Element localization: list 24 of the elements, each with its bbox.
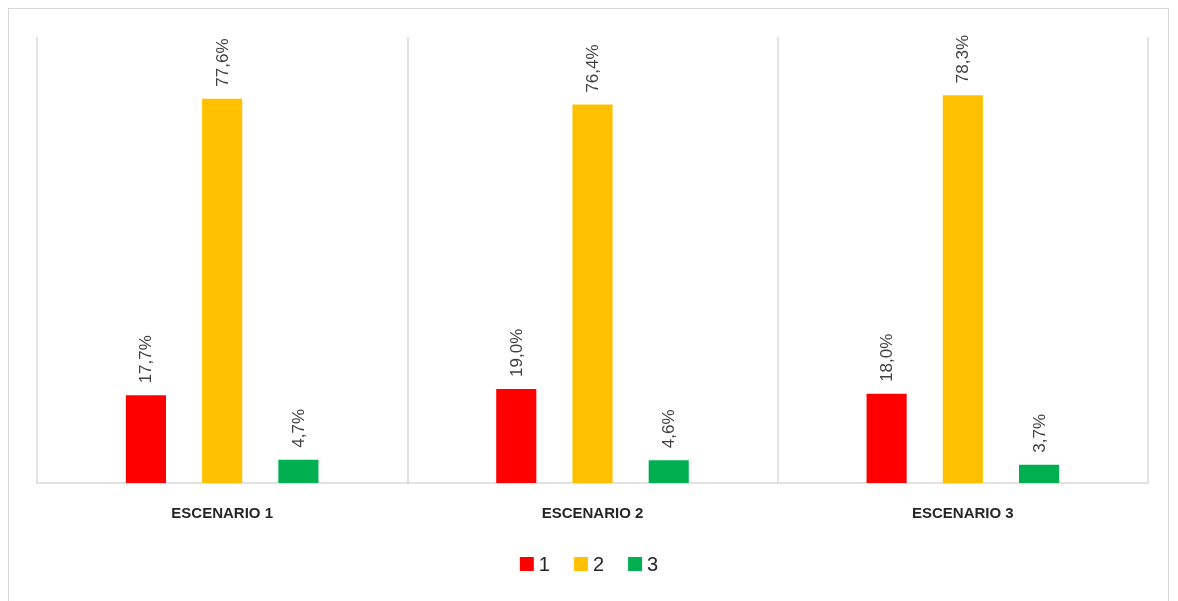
bar xyxy=(866,393,907,483)
bar xyxy=(278,459,319,483)
data-label: 4,7% xyxy=(288,408,308,448)
bar xyxy=(1019,464,1060,483)
bar xyxy=(942,95,983,483)
data-label: 78,3% xyxy=(953,34,973,84)
data-label: 19,0% xyxy=(506,328,526,377)
bar xyxy=(202,98,243,483)
legend-label: 1 xyxy=(538,553,550,575)
bar xyxy=(648,460,689,483)
x-tick-label: ESCENARIO 2 xyxy=(541,504,644,521)
bar xyxy=(572,104,613,483)
x-tick-label: ESCENARIO 3 xyxy=(911,504,1014,521)
legend-label: 3 xyxy=(647,553,659,575)
bar xyxy=(496,388,537,483)
legend-label: 2 xyxy=(592,553,605,575)
data-label: 18,0% xyxy=(877,333,897,382)
data-label: 77,6% xyxy=(212,38,232,87)
data-label: 3,7% xyxy=(1029,413,1049,453)
data-label: 17,7% xyxy=(136,335,156,384)
data-label: 76,4% xyxy=(583,44,602,93)
bar xyxy=(125,395,166,483)
data-label: 4,6% xyxy=(659,409,679,449)
x-tick-label: ESCENARIO 1 xyxy=(171,504,274,521)
